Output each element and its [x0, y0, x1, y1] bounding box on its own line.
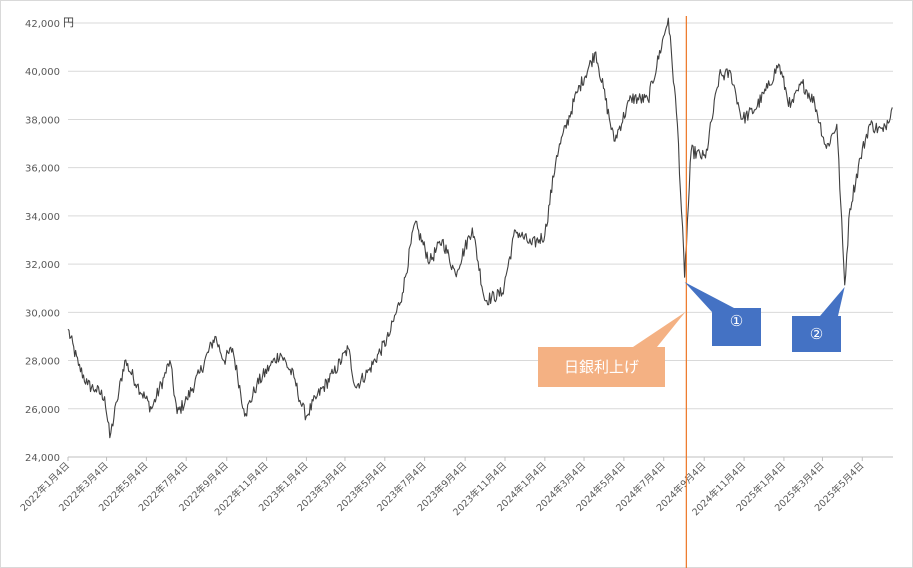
y-tick-label: 26,000 — [25, 405, 60, 416]
gridlines — [68, 22, 893, 410]
mark1-pointer — [684, 282, 734, 312]
mark2-label: ② — [810, 325, 823, 343]
y-tick-label: 28,000 — [25, 357, 60, 368]
boj-callout-pointer — [633, 312, 686, 347]
series-line — [67, 17, 893, 439]
y-tick-label: 40,000 — [25, 67, 60, 78]
mark2-box — [792, 316, 841, 352]
mark1-box — [712, 308, 761, 346]
mark2-pointer — [820, 286, 845, 316]
y-tick-label: 34,000 — [25, 212, 60, 223]
y-axis-ticks: 24,000 26,000 28,000 30,000 32,000 34,000 36,0… — [25, 19, 60, 464]
y-tick-label: 24,000 — [25, 453, 60, 464]
boj-callout-label: 日銀利上げ — [564, 358, 639, 376]
boj-callout-box — [538, 347, 665, 387]
y-tick-label: 42,000 — [25, 19, 60, 30]
y-tick-label: 32,000 — [25, 260, 60, 271]
y-unit-label: 円 — [63, 16, 74, 29]
y-tick-label: 38,000 — [25, 115, 60, 126]
mark1-label: ① — [730, 312, 743, 330]
y-tick-label: 30,000 — [25, 308, 60, 319]
x-axis-ticks: 2022年1月4日2022年3月4日2022年5月4日2022年7月4日2022… — [18, 460, 867, 519]
y-tick-label: 36,000 — [25, 164, 60, 175]
annotations: 日銀利上げ ① ② — [538, 16, 845, 568]
x-axis — [67, 456, 893, 461]
